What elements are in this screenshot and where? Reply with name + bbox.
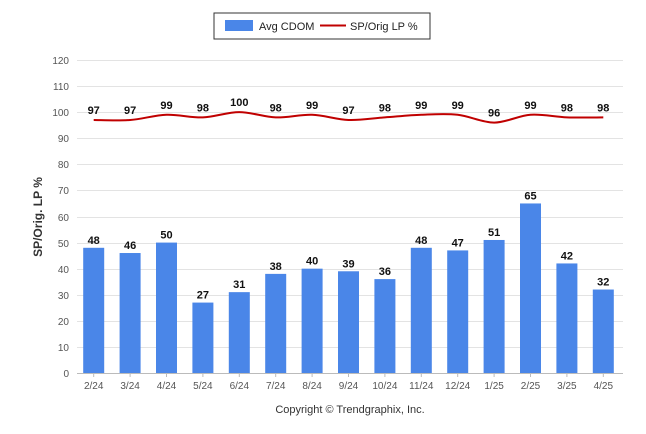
bar <box>483 239 505 373</box>
x-tick-label: 9/24 <box>339 381 359 392</box>
line-data-label: 98 <box>270 102 282 114</box>
bar <box>592 289 614 373</box>
bar <box>520 203 541 373</box>
line-data-label: 98 <box>379 102 391 114</box>
bar <box>447 250 469 373</box>
x-tick-label: 1/25 <box>484 381 504 392</box>
legend-label-avg-cdom: Avg CDOM <box>259 21 314 33</box>
y-tick-label: 110 <box>53 82 69 93</box>
bar <box>228 292 250 373</box>
y-tick-label: 20 <box>58 317 70 328</box>
x-tick-label: 3/25 <box>557 381 577 392</box>
y-tick-label: 60 <box>58 213 70 224</box>
y-axis-title: SP/Orig. LP % <box>31 177 45 257</box>
y-tick-label: 100 <box>52 108 69 119</box>
line-data-label: 99 <box>306 100 318 112</box>
copyright-credit: Copyright © Trendgraphix, Inc. <box>275 404 424 416</box>
y-tick-label: 90 <box>58 134 70 145</box>
y-tick-label: 0 <box>63 369 69 380</box>
bar-data-label: 32 <box>597 277 609 289</box>
bar <box>374 279 396 373</box>
y-tick-label: 70 <box>58 186 70 197</box>
line-data-label: 98 <box>597 102 609 114</box>
y-tick-label: 120 <box>52 56 69 67</box>
bar <box>556 263 578 373</box>
bar-data-label: 46 <box>124 240 136 252</box>
bar-data-label: 31 <box>233 279 245 291</box>
x-tick-label: 10/24 <box>372 381 397 392</box>
bar <box>83 247 105 373</box>
x-tick-label: 2/25 <box>521 381 541 392</box>
bar-data-label: 40 <box>306 256 318 268</box>
legend-label-sp-orig-lp: SP/Orig LP % <box>350 21 418 33</box>
bar-data-label: 47 <box>452 237 464 249</box>
x-tick-label: 4/24 <box>157 381 177 392</box>
line-data-label: 98 <box>197 102 209 114</box>
series-line <box>93 111 604 124</box>
x-tick-label: 5/24 <box>193 381 213 392</box>
y-axis-ticks: 0 10 20 30 40 50 60 70 80 90 100 110 120 <box>52 56 69 380</box>
x-tick-label: 4/25 <box>594 381 614 392</box>
x-axis-ticks: 2/24 3/24 4/24 5/24 6/24 7/24 8/24 9/24 10/24 11/… <box>84 373 614 392</box>
bar <box>338 271 359 373</box>
bar <box>410 247 432 373</box>
x-tick-label: 7/24 <box>266 381 286 392</box>
bar-data-label: 27 <box>197 290 209 302</box>
line-sp-orig-lp: 97 97 99 98 100 98 99 97 98 99 99 96 99 98 98 <box>88 97 609 124</box>
line-data-label: 96 <box>488 108 500 120</box>
x-tick-label: 3/24 <box>120 381 140 392</box>
legend: Avg CDOM SP/Orig LP % <box>213 12 431 40</box>
bar <box>192 302 214 373</box>
line-data-label: 99 <box>524 100 536 112</box>
x-tick-label: 6/24 <box>230 381 250 392</box>
bar-data-label: 51 <box>488 227 500 239</box>
x-tick-label: 8/24 <box>302 381 322 392</box>
legend-bar-swatch <box>225 20 253 31</box>
line-data-label: 99 <box>452 100 464 112</box>
line-data-label: 98 <box>561 102 573 114</box>
bar <box>301 268 323 373</box>
x-tick-label: 2/24 <box>84 381 104 392</box>
line-data-label: 100 <box>230 97 248 109</box>
bar-data-label: 39 <box>342 258 354 270</box>
y-tick-label: 40 <box>58 265 70 276</box>
line-data-label: 99 <box>160 100 172 112</box>
bar-data-label: 42 <box>561 250 573 262</box>
bar-data-label: 38 <box>270 261 282 273</box>
bar-data-label: 65 <box>524 190 536 202</box>
y-tick-label: 10 <box>58 343 70 354</box>
bars-avg-cdom: 48 46 50 27 31 38 40 39 36 48 47 51 65 42 32 <box>83 190 614 373</box>
line-data-label: 97 <box>342 105 354 117</box>
x-tick-label: 12/24 <box>445 381 470 392</box>
y-tick-label: 80 <box>58 160 70 171</box>
bar <box>119 253 141 373</box>
x-tick-label: 11/24 <box>409 381 434 392</box>
y-tick-label: 50 <box>58 239 70 250</box>
bar <box>156 242 177 373</box>
bar-data-label: 50 <box>160 230 172 242</box>
line-data-label: 99 <box>415 100 427 112</box>
y-tick-label: 30 <box>58 291 70 302</box>
bar-data-label: 48 <box>415 235 427 247</box>
bar <box>265 273 287 373</box>
bar-data-label: 36 <box>379 266 391 278</box>
line-data-label: 97 <box>124 105 136 117</box>
line-data-label: 97 <box>88 105 100 117</box>
bar-data-label: 48 <box>88 235 100 247</box>
